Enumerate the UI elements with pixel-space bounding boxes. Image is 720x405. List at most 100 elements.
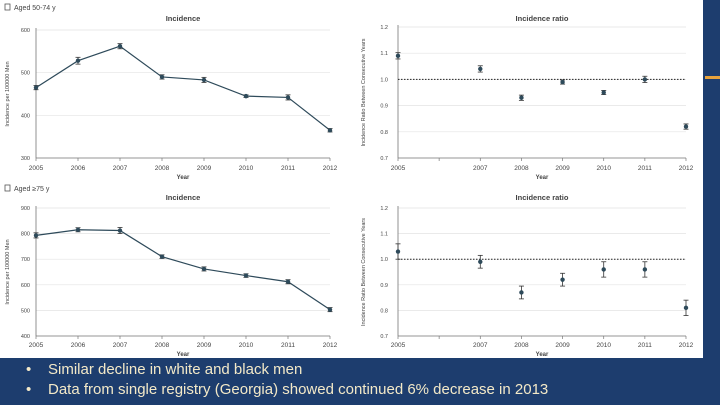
y-axis-label: Incidence Ratio Between Consecutive Year… [361, 38, 367, 146]
x-tick-label: 2007 [113, 342, 128, 349]
data-point [560, 79, 565, 85]
panel-label-box [4, 184, 11, 192]
x-tick-label: 2012 [323, 342, 338, 349]
x-tick-label: 2009 [197, 165, 212, 172]
x-tick-label: 2008 [514, 342, 529, 349]
y-tick-label: 600 [21, 283, 30, 289]
x-tick-label: 2012 [323, 165, 338, 172]
y-tick-label: 500 [21, 308, 30, 314]
y-tick-label: 1.1 [380, 232, 388, 238]
data-point [201, 77, 207, 83]
x-tick-label: 2005 [391, 165, 406, 172]
y-tick-label: 1.0 [380, 77, 388, 83]
bullet-item: • Similar decline in white and black men [26, 360, 548, 380]
x-tick-label: 2012 [679, 165, 694, 172]
x-tick-label: 2012 [679, 342, 694, 349]
chart-title: Incidence ratio [516, 193, 569, 202]
bullet-text: Data from single registry (Georgia) show… [48, 381, 549, 398]
y-tick-label: 300 [21, 156, 30, 162]
y-axis-label: Incidence per 100000 Men [5, 61, 11, 126]
data-point [117, 228, 123, 233]
data-point [519, 290, 524, 295]
data-point [159, 254, 165, 259]
figure-panel: Aged 50-74 y Incidence 300 400 500 600 2005 200… [0, 0, 703, 358]
x-tick-label: 2010 [239, 165, 254, 172]
x-tick-label: 2007 [473, 342, 488, 349]
data-point [642, 267, 648, 272]
x-tick-label: 2009 [555, 342, 570, 349]
data-point [327, 128, 333, 133]
y-tick-label: 500 [21, 71, 30, 77]
y-tick-label: 400 [21, 113, 30, 119]
x-axis-label: Year [536, 175, 549, 181]
data-point [117, 44, 123, 49]
data-point [683, 305, 689, 311]
data-point [33, 85, 39, 90]
y-tick-label: 900 [21, 206, 30, 212]
y-tick-label: 700 [21, 257, 30, 263]
y-tick-label: 600 [21, 28, 30, 34]
x-tick-label: 2011 [638, 165, 652, 172]
bullet-text: Similar decline in white and black men [48, 361, 303, 378]
chart-figure: Aged 50-74 y Incidence 300 400 500 600 2005 200… [4, 3, 694, 358]
x-tick-label: 2011 [281, 165, 295, 172]
x-tick-label: 2011 [281, 342, 295, 349]
x-tick-label: 2005 [29, 342, 44, 349]
x-axis-label: Year [177, 175, 190, 181]
x-tick-label: 2008 [155, 342, 170, 349]
x-tick-label: 2009 [197, 342, 212, 349]
data-point [243, 93, 249, 99]
data-point [395, 53, 401, 59]
data-point [75, 58, 81, 63]
y-tick-label: 0.7 [380, 334, 388, 340]
x-tick-label: 2009 [555, 165, 570, 172]
data-point [285, 95, 291, 100]
y-tick-label: 1.2 [380, 206, 388, 212]
x-axis-label: Year [177, 352, 190, 358]
x-tick-label: 2008 [514, 165, 529, 172]
y-tick-label: 400 [21, 334, 30, 340]
x-tick-label: 2007 [473, 165, 488, 172]
accent-bar [705, 76, 720, 79]
data-point [33, 233, 39, 238]
data-point [159, 74, 165, 80]
bullet-item: • Data from single registry (Georgia) sh… [26, 380, 548, 400]
y-tick-label: 0.9 [380, 104, 388, 110]
y-tick-label: 1.1 [380, 51, 388, 57]
panel-label: Aged 50-74 y [14, 5, 56, 12]
data-point [75, 227, 81, 232]
data-point [327, 307, 333, 312]
y-tick-label: 0.8 [380, 130, 388, 136]
panel-label: Aged ≥75 y [14, 186, 50, 193]
x-tick-label: 2005 [391, 342, 406, 349]
x-tick-label: 2007 [113, 165, 128, 172]
y-tick-label: 1.2 [380, 25, 388, 31]
data-point [243, 273, 249, 278]
chart-title: Incidence ratio [516, 14, 569, 23]
y-tick-label: 0.8 [380, 308, 388, 314]
series-line [35, 229, 331, 311]
x-tick-label: 2006 [71, 165, 86, 172]
y-tick-label: 1.0 [380, 257, 388, 263]
series-line [35, 45, 331, 131]
data-point [478, 259, 483, 264]
y-tick-label: 0.9 [380, 283, 388, 289]
y-tick-label: 800 [21, 232, 30, 238]
chart-title: Incidence [166, 193, 201, 202]
x-tick-label: 2011 [638, 342, 652, 349]
y-axis-label: Incidence Ratio Between Consecutive Year… [361, 218, 367, 326]
bullet-glyph: • [26, 381, 32, 398]
x-tick-label: 2010 [239, 342, 254, 349]
data-point [642, 77, 648, 82]
x-axis-label: Year [536, 352, 549, 358]
data-point [201, 266, 207, 272]
y-axis-label: Incidence per 100000 Men [5, 239, 11, 304]
x-tick-label: 2006 [71, 342, 86, 349]
x-tick-label: 2005 [29, 165, 44, 172]
bullet-list: • Similar decline in white and black men… [26, 360, 548, 400]
data-point [601, 90, 606, 95]
data-point [560, 277, 565, 282]
x-tick-label: 2010 [596, 342, 611, 349]
data-point [519, 95, 524, 100]
data-point [683, 124, 689, 129]
